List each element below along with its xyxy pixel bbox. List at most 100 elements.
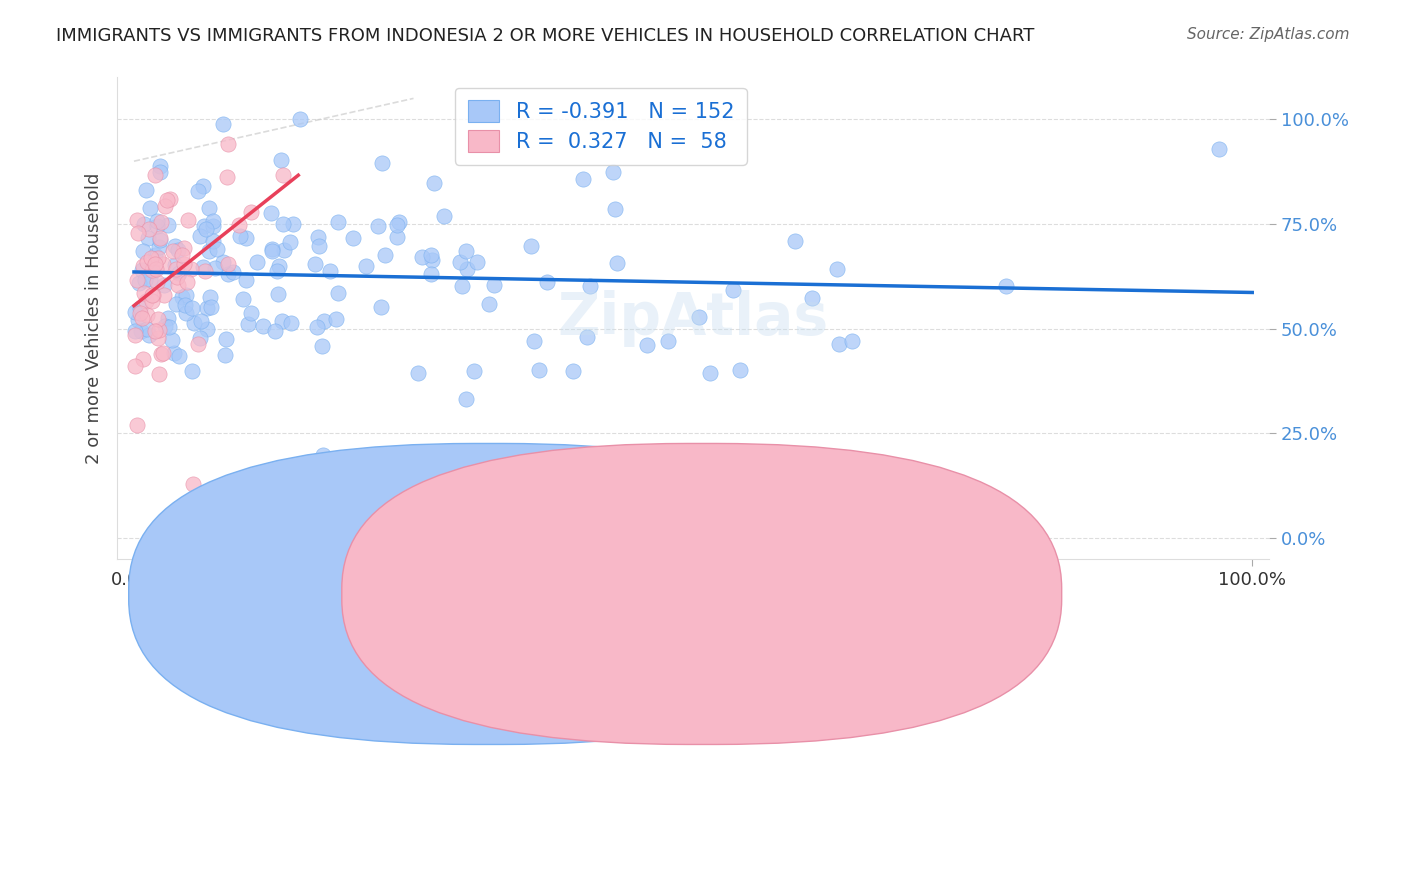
Point [260, 243, 283, 257]
Text: ZipAtlas: ZipAtlas [557, 290, 828, 347]
Point [173, 298, 195, 312]
Point [214, 348, 236, 362]
Point [167, 350, 190, 364]
Point [270, 153, 292, 168]
Point [602, 165, 624, 179]
Y-axis label: 2 or more Vehicles in Household: 2 or more Vehicles in Household [86, 172, 103, 464]
Point [217, 137, 239, 152]
Point [162, 244, 184, 259]
Point [211, 117, 233, 131]
Point [125, 417, 148, 432]
Point [215, 170, 238, 185]
Point [148, 239, 170, 253]
Point [136, 308, 159, 322]
Point [482, 277, 505, 292]
Point [312, 448, 335, 462]
Point [177, 213, 200, 227]
Point [128, 277, 150, 291]
Point [266, 264, 288, 278]
Point [160, 334, 183, 348]
Point [267, 286, 290, 301]
Point [143, 168, 166, 182]
Text: Immigrants: Immigrants [492, 593, 595, 611]
Point [143, 247, 166, 261]
Point [157, 218, 180, 232]
FancyBboxPatch shape [129, 443, 849, 745]
Point [273, 168, 295, 182]
Point [235, 231, 257, 245]
Point [229, 228, 252, 243]
Point [124, 305, 146, 319]
Point [269, 259, 291, 273]
Point [198, 290, 221, 304]
Point [342, 231, 364, 245]
Point [636, 338, 658, 352]
Point [135, 294, 157, 309]
Point [432, 209, 454, 223]
Point [278, 235, 301, 249]
Point [141, 293, 163, 308]
Point [148, 367, 170, 381]
Text: IMMIGRANTS VS IMMIGRANTS FROM INDONESIA 2 OR MORE VEHICLES IN HOUSEHOLD CORRELAT: IMMIGRANTS VS IMMIGRANTS FROM INDONESIA … [56, 27, 1035, 45]
Point [145, 261, 167, 276]
Point [125, 212, 148, 227]
Point [139, 251, 162, 265]
Point [562, 363, 585, 377]
Point [188, 331, 211, 345]
Point [165, 239, 187, 253]
Point [449, 254, 471, 268]
Point [129, 324, 152, 338]
Point [134, 273, 156, 287]
Point [156, 193, 179, 207]
Point [239, 306, 262, 320]
Point [170, 289, 193, 303]
Point [146, 214, 169, 228]
Point [465, 254, 488, 268]
Point [536, 275, 558, 289]
Point [153, 199, 176, 213]
Point [367, 219, 389, 234]
Point [167, 244, 190, 258]
Point [423, 176, 446, 190]
Point [188, 229, 211, 244]
Point [576, 330, 599, 344]
Point [371, 156, 394, 170]
Point [145, 324, 167, 338]
Point [801, 291, 824, 305]
Point [523, 334, 546, 348]
Point [419, 248, 441, 262]
Point [202, 234, 225, 248]
Point [138, 221, 160, 235]
Point [181, 301, 204, 316]
Point [841, 334, 863, 348]
Point [411, 250, 433, 264]
Point [328, 215, 350, 229]
Point [201, 214, 224, 228]
Point [127, 226, 149, 240]
Point [139, 201, 162, 215]
Point [153, 319, 176, 334]
Point [132, 217, 155, 231]
Point [195, 221, 218, 235]
Point [128, 306, 150, 320]
Point [228, 218, 250, 232]
Point [387, 218, 409, 232]
Point [194, 264, 217, 278]
Point [129, 301, 152, 316]
Point [235, 273, 257, 287]
Point [142, 264, 165, 278]
Point [205, 243, 228, 257]
Point [354, 259, 377, 273]
Point [232, 292, 254, 306]
Point [520, 238, 543, 252]
Point [572, 172, 595, 186]
Point [603, 202, 626, 217]
Point [146, 312, 169, 326]
Text: Source: ZipAtlas.com: Source: ZipAtlas.com [1187, 27, 1350, 42]
Point [134, 285, 156, 300]
Point [149, 159, 172, 173]
Point [319, 264, 342, 278]
Point [165, 262, 187, 277]
Point [314, 314, 336, 328]
Point [124, 324, 146, 338]
